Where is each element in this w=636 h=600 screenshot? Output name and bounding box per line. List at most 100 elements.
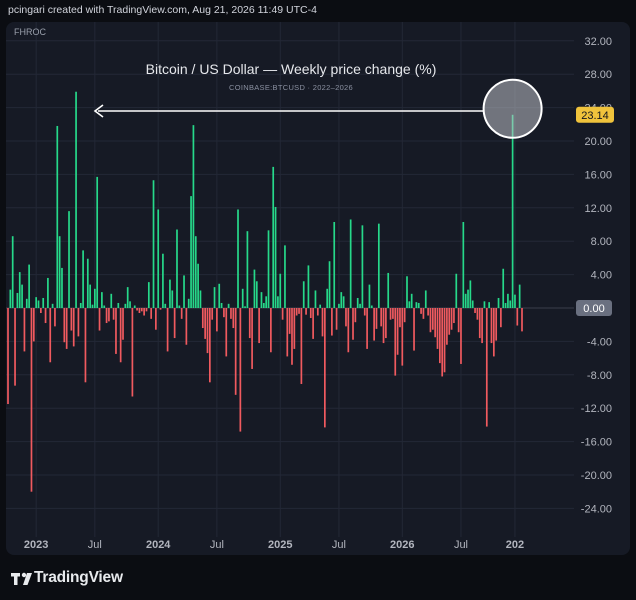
bar-up: [101, 292, 103, 308]
bar-down: [291, 308, 293, 365]
bar-up: [117, 302, 120, 308]
bar-down: [436, 308, 439, 349]
bar-down: [309, 308, 312, 319]
bar-down: [131, 308, 134, 397]
bar-down: [234, 308, 237, 395]
bar-down: [427, 308, 429, 316]
bar-down: [211, 308, 214, 320]
bar-up: [25, 298, 28, 308]
x-tick-label: 2023: [24, 539, 48, 551]
bar-down: [345, 308, 347, 327]
bar-up: [11, 236, 14, 308]
bar-down: [453, 308, 455, 324]
bar-up: [338, 303, 340, 308]
bar-down: [108, 308, 110, 322]
bar-down: [401, 308, 404, 366]
bar-down: [403, 308, 406, 323]
bar-up: [361, 225, 364, 308]
bar-up: [502, 268, 505, 308]
bar-up: [314, 290, 317, 308]
bar-down: [7, 308, 9, 405]
bar-up: [467, 289, 469, 308]
bar-up: [58, 236, 61, 308]
bar-down: [446, 308, 448, 345]
bar-down: [288, 308, 291, 334]
zero-value-badge: [576, 300, 612, 316]
bar-up: [237, 209, 239, 308]
indicator-label: FHROC: [14, 27, 46, 37]
bar-down: [485, 308, 488, 427]
bar-down: [70, 308, 73, 331]
bar-up: [415, 302, 418, 308]
bar-up: [340, 292, 343, 308]
y-tick-label: 32.00: [584, 36, 612, 48]
bar-down: [443, 308, 446, 373]
weekly-change-chart[interactable]: FHROC Bitcoin / US Dollar — Weekly price …: [6, 22, 630, 555]
bar-up: [241, 288, 244, 308]
bar-down: [136, 308, 138, 311]
bar-up: [272, 166, 275, 308]
bar-down: [223, 308, 225, 318]
last-value-badge: [576, 106, 614, 123]
bar-down: [119, 308, 122, 363]
bar-down: [399, 308, 401, 328]
bar-down: [394, 308, 397, 376]
bar-up: [307, 265, 310, 308]
bar-down: [516, 308, 519, 326]
bar-up: [462, 221, 465, 308]
bar-up: [218, 283, 221, 308]
bar-down: [180, 308, 183, 319]
bar-down: [380, 308, 383, 327]
chart-panel[interactable]: FHROC Bitcoin / US Dollar — Weekly price …: [6, 22, 630, 555]
bar-up: [183, 275, 185, 308]
bar-up: [91, 304, 94, 308]
bar-up: [68, 211, 70, 308]
bar-down: [23, 308, 26, 352]
bar-down: [481, 308, 483, 344]
y-tick-label: 28.00: [584, 69, 612, 81]
x-tick-label: 2025: [268, 539, 292, 551]
bar-down: [173, 308, 176, 339]
bar-up: [406, 276, 408, 308]
bar-down: [122, 308, 124, 340]
bar-up: [124, 303, 127, 308]
bar-up: [89, 284, 91, 308]
bar-down: [295, 308, 298, 316]
bar-up: [35, 297, 38, 308]
bar-up: [47, 277, 49, 308]
bar-up: [79, 302, 82, 308]
chart-title: Bitcoin / US Dollar — Weekly price chang…: [146, 61, 437, 77]
bar-up: [157, 209, 160, 308]
bar-down: [14, 308, 16, 386]
bar-down: [431, 308, 434, 330]
bar-down: [429, 308, 432, 333]
bar-down: [413, 308, 415, 351]
bar-up: [227, 303, 230, 308]
bar-up: [96, 176, 99, 308]
bar-down: [44, 308, 47, 324]
bar-down: [500, 308, 502, 328]
bar-down: [347, 308, 350, 353]
bar-down: [321, 308, 324, 337]
bar-down: [478, 308, 481, 339]
bar-up: [164, 303, 167, 308]
bar-down: [521, 308, 523, 332]
bar-up: [197, 263, 199, 308]
bar-down: [98, 308, 101, 331]
bar-down: [30, 308, 33, 492]
bar-down: [54, 308, 56, 327]
bar-up: [302, 281, 305, 308]
bar-up: [192, 125, 195, 308]
bar-down: [159, 308, 162, 310]
bar-down: [63, 308, 66, 343]
bar-down: [140, 308, 143, 312]
bar-down: [270, 308, 272, 353]
y-tick-label: 16.00: [584, 169, 612, 181]
bar-up: [424, 290, 427, 308]
bar-down: [208, 308, 211, 383]
bar-down: [166, 308, 169, 352]
y-tick-label: -12.00: [581, 403, 612, 415]
bar-down: [248, 308, 251, 339]
left-arrow-icon: [93, 104, 104, 118]
bar-up: [342, 296, 345, 308]
